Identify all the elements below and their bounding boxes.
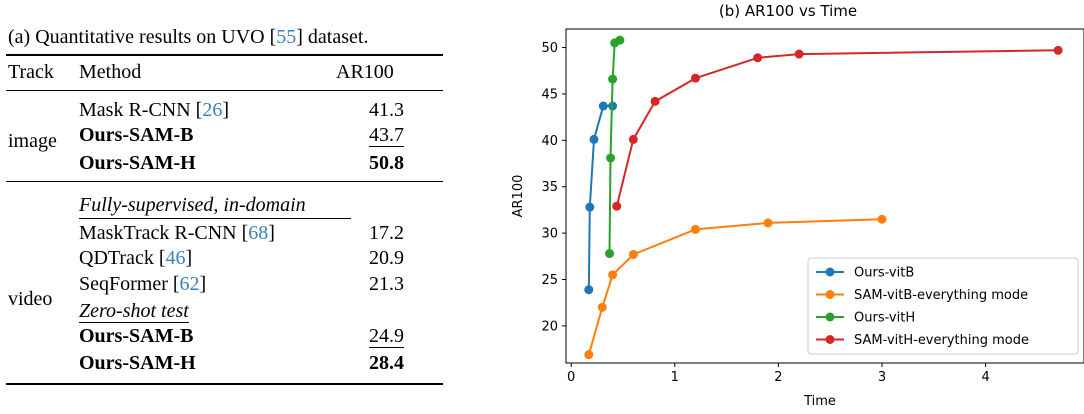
y-tick-label: 25 — [541, 273, 558, 288]
table-caption: (a) Quantitative results on UVO [55] dat… — [8, 26, 369, 48]
data-point-ours-vitb — [589, 134, 599, 144]
series-line-ours-vith — [608, 39, 621, 254]
data-point-sam-vitb-everything-mode — [877, 214, 887, 224]
section-rule — [6, 181, 443, 183]
value-cell: 20.9 — [369, 247, 404, 269]
series-layer — [584, 35, 1063, 360]
data-point-sam-vith-everything-mode — [1053, 45, 1063, 55]
data-point-sam-vith-everything-mode — [650, 96, 660, 106]
y-tick-label: 45 — [541, 87, 558, 102]
top-rule — [6, 54, 443, 56]
y-axis-label: AR100 — [511, 175, 526, 218]
data-point-sam-vith-everything-mode — [691, 73, 700, 83]
chart-title: (b) AR100 vs Time — [719, 2, 857, 20]
value-cell: 43.7 — [369, 124, 404, 147]
results-table: (a) Quantitative results on UVO [55] dat… — [0, 0, 450, 409]
data-point-sam-vith-everything-mode — [628, 134, 638, 144]
value-cell: 21.3 — [369, 273, 404, 295]
legend-box — [807, 257, 1079, 355]
data-point-sam-vith-everything-mode — [753, 53, 763, 63]
legend-label: Ours-vitB — [854, 266, 914, 281]
legend: Ours-vitB SAM-vitB-everything mode Ours-vi… — [807, 257, 1079, 355]
legend-label: SAM-vitH-everything mode — [854, 333, 1029, 348]
data-point-ours-vitb — [585, 202, 595, 212]
y-tick-label: 20 — [541, 319, 558, 334]
x-tick-label: 3 — [878, 370, 886, 385]
subsection-underline — [79, 218, 351, 219]
plot-frame — [565, 28, 1084, 364]
data-point-sam-vitb-everything-mode — [608, 270, 618, 280]
value-cell: 24.9 — [369, 325, 404, 348]
track-label-image: image — [8, 130, 57, 152]
bottom-rule — [6, 383, 443, 385]
data-point-sam-vitb-everything-mode — [597, 302, 607, 312]
header-method: Method — [79, 61, 142, 83]
data-point-ours-vith — [605, 249, 615, 259]
series-line-ours-vitb — [587, 105, 613, 290]
x-tick-label: 0 — [567, 370, 575, 385]
method-cell: Mask R-CNN [26] — [79, 99, 230, 121]
header-rule — [6, 90, 443, 92]
axis-ticks: 0 1 2 3 4 20 25 30 35 40 45 50 — [541, 41, 989, 385]
x-tick-label: 1 — [671, 370, 679, 385]
method-cell: SeqFormer [62] — [79, 273, 207, 295]
legend-swatch-marker — [825, 312, 835, 322]
data-point-sam-vitb-everything-mode — [763, 218, 773, 228]
legend-label: Ours-vitH — [854, 311, 915, 326]
legend-swatch-marker — [825, 290, 835, 299]
value-cell: 17.2 — [369, 222, 404, 244]
ar100-vs-time-chart: (b) AR100 vs Time 0 1 2 3 4 20 25 30 35 40 45 50 Ti… — [511, 2, 1084, 409]
legend-swatch-marker — [825, 335, 835, 344]
method-cell: MaskTrack R-CNN [68] — [79, 222, 275, 244]
value-cell: 41.3 — [369, 99, 404, 121]
data-point-sam-vitb-everything-mode — [584, 350, 594, 360]
x-tick-label: 2 — [774, 370, 782, 385]
value-cell: 50.8 — [369, 152, 404, 174]
method-cell: QDTrack [46] — [79, 247, 193, 269]
y-tick-label: 50 — [541, 41, 558, 56]
y-tick-label: 40 — [541, 134, 558, 149]
data-point-sam-vitb-everything-mode — [628, 249, 638, 259]
chart-panel: (b) AR100 vs Time 0 1 2 3 4 20 25 30 35 40 45 50 Ti… — [450, 0, 1084, 409]
header-metric: AR100 — [336, 61, 394, 83]
header-track: Track — [8, 61, 54, 83]
legend-label: SAM-vitB-everything mode — [854, 288, 1028, 303]
y-tick-label: 35 — [541, 180, 558, 195]
data-point-ours-vitb — [584, 285, 594, 295]
data-point-sam-vith-everything-mode — [612, 201, 622, 211]
value-cell: 28.4 — [369, 352, 404, 374]
subsection-fully-supervised: Fully-supervised, in-domain — [79, 194, 306, 216]
data-point-sam-vitb-everything-mode — [691, 224, 700, 234]
legend-swatch-marker — [825, 267, 835, 277]
method-cell: Ours-SAM-B — [79, 124, 194, 146]
data-point-ours-vitb — [598, 101, 608, 111]
y-tick-label: 30 — [541, 227, 558, 242]
track-label-video: video — [8, 288, 53, 310]
x-tick-label: 4 — [981, 370, 989, 385]
x-axis-label: Time — [803, 394, 836, 409]
subsection-zero-shot: Zero-shot test — [79, 300, 189, 323]
data-point-sam-vith-everything-mode — [794, 49, 804, 59]
method-cell: Ours-SAM-B — [79, 325, 194, 347]
method-cell: Ours-SAM-H — [79, 352, 196, 374]
series-line-sam-vith-everything-mode — [615, 49, 1059, 207]
method-cell: Ours-SAM-H — [79, 152, 196, 174]
data-point-ours-vith — [606, 153, 616, 163]
data-point-ours-vith — [615, 35, 625, 45]
data-point-ours-vith — [608, 74, 618, 84]
